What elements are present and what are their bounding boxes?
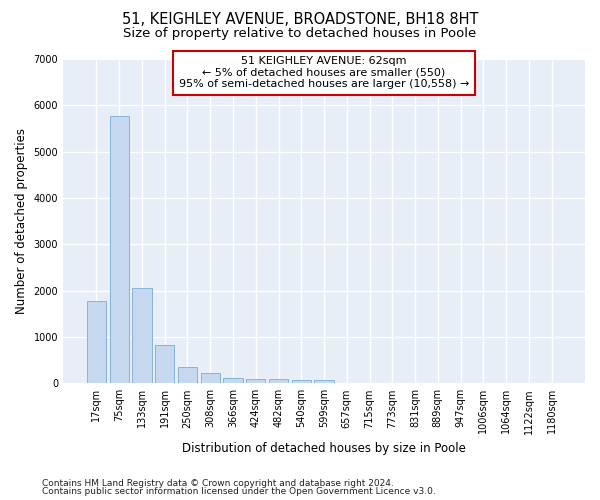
Bar: [246, 378, 265, 384]
Text: Size of property relative to detached houses in Poole: Size of property relative to detached ho…: [124, 28, 476, 40]
Bar: [132, 288, 152, 384]
Bar: [87, 301, 106, 384]
Bar: [223, 378, 242, 384]
Bar: [292, 380, 311, 384]
Bar: [200, 372, 220, 384]
X-axis label: Distribution of detached houses by size in Poole: Distribution of detached houses by size …: [182, 442, 466, 455]
Bar: [178, 367, 197, 384]
Text: 51 KEIGHLEY AVENUE: 62sqm
← 5% of detached houses are smaller (550)
95% of semi-: 51 KEIGHLEY AVENUE: 62sqm ← 5% of detach…: [179, 56, 469, 90]
Y-axis label: Number of detached properties: Number of detached properties: [15, 128, 28, 314]
Bar: [314, 380, 334, 384]
Bar: [155, 346, 175, 384]
Text: 51, KEIGHLEY AVENUE, BROADSTONE, BH18 8HT: 51, KEIGHLEY AVENUE, BROADSTONE, BH18 8H…: [122, 12, 478, 28]
Bar: [269, 379, 288, 384]
Text: Contains HM Land Registry data © Crown copyright and database right 2024.: Contains HM Land Registry data © Crown c…: [42, 478, 394, 488]
Bar: [110, 116, 129, 384]
Text: Contains public sector information licensed under the Open Government Licence v3: Contains public sector information licen…: [42, 487, 436, 496]
